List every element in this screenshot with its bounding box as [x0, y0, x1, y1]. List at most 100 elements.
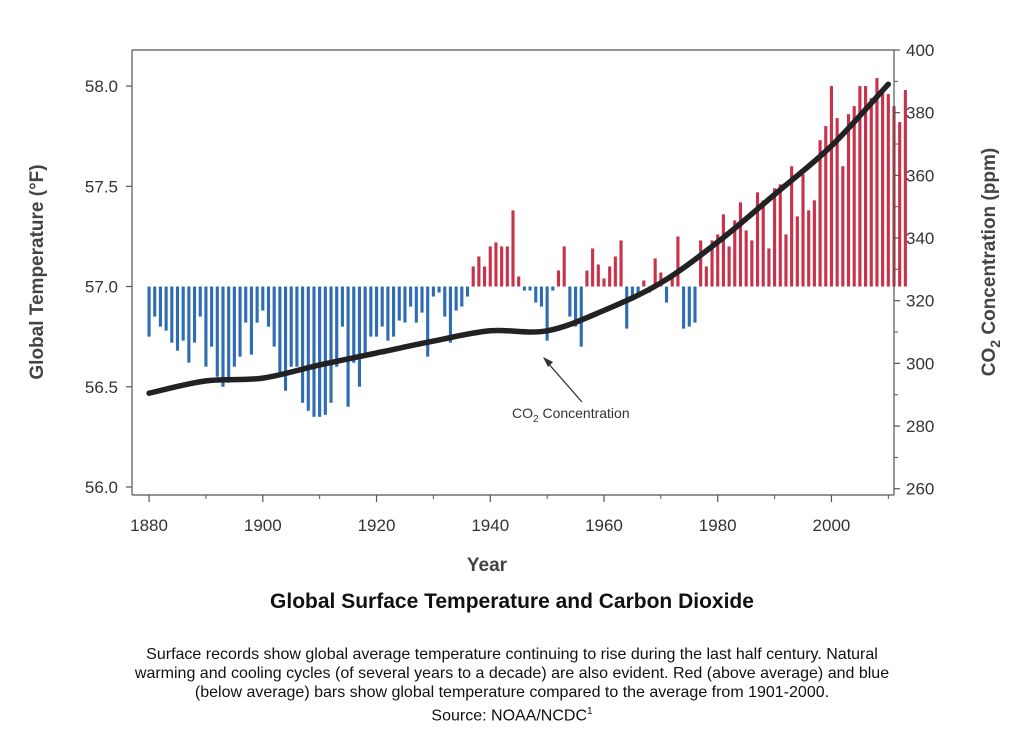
temperature-bar — [346, 286, 350, 407]
x-tick-label: 1880 — [130, 516, 168, 535]
temperature-bar — [272, 286, 276, 347]
y2-tick-label: 340 — [906, 229, 934, 248]
temperature-bar — [266, 286, 271, 327]
caption-line: warming and cooling cycles (of several y… — [134, 665, 890, 682]
temperature-bar — [323, 286, 327, 415]
x-axis-title: Year — [467, 555, 508, 576]
temperature-bar — [278, 286, 282, 377]
temperature-bar — [443, 286, 447, 317]
temperature-bar — [244, 286, 248, 323]
y2-axis-title: CO2 Concentration (ppm) — [979, 148, 1003, 376]
y2-tick-label: 400 — [906, 41, 934, 60]
temperature-bar — [807, 210, 811, 287]
axis-ticks: 1880 1900 1920 1940 1960 1980 2000 56.0 56.5 57.0… — [85, 41, 934, 535]
temperature-bar — [733, 220, 737, 287]
temperature-bar — [562, 246, 566, 287]
temperature-bar — [699, 240, 703, 287]
temperature-bar — [158, 286, 162, 327]
figure-title: Global Surface Temperature and Carbon Di… — [270, 590, 754, 613]
temperature-bar — [773, 188, 777, 287]
temperature-bar — [864, 86, 868, 287]
x-tick-label: 1960 — [585, 516, 623, 535]
temperature-bar — [312, 286, 316, 417]
temperature-bar — [147, 286, 151, 337]
temperature-bar — [664, 286, 669, 303]
temperature-bar — [437, 286, 441, 293]
temperature-bar — [852, 106, 856, 287]
temperature-bar — [522, 286, 526, 291]
temperature-bar — [801, 174, 805, 287]
temperature-bar — [716, 234, 720, 287]
y2-tick-label: 300 — [906, 354, 934, 373]
figure-caption: Surface records show global average temp… — [30, 645, 994, 725]
temperature-bar — [505, 246, 509, 287]
temperature-bar — [471, 266, 475, 287]
temperature-bar — [881, 90, 885, 287]
y2-tick-label: 360 — [906, 166, 934, 185]
x-tick-label: 2000 — [813, 516, 851, 535]
temperature-bar — [500, 246, 504, 287]
temperature-bar — [409, 286, 413, 307]
temperature-bar — [903, 90, 907, 287]
temperature-bar — [619, 240, 623, 287]
temperature-bar — [767, 248, 771, 287]
temperature-bar — [249, 286, 253, 355]
temperature-bar — [824, 126, 828, 287]
temperature-bar — [738, 202, 743, 287]
caption-line: Surface records show global average temp… — [146, 646, 878, 663]
temperature-bar — [306, 286, 310, 411]
temperature-bar — [261, 286, 265, 311]
caption-line: (below average) bars show global tempera… — [194, 684, 830, 701]
temperature-bar — [448, 286, 453, 343]
temperature-bar — [153, 286, 157, 317]
y-tick-label: 58.0 — [85, 77, 118, 96]
temperature-bar — [215, 286, 219, 377]
temperature-bar — [591, 248, 595, 287]
temperature-bar — [642, 280, 646, 287]
temperature-bar — [795, 216, 799, 287]
temperature-bar — [534, 286, 538, 303]
y2-tick-label: 320 — [906, 292, 934, 311]
temperature-bar — [585, 270, 589, 287]
temperature-bar — [210, 286, 214, 347]
temperature-bar — [829, 86, 834, 287]
x-tick-label: 1920 — [358, 516, 396, 535]
axes — [131, 49, 895, 496]
temperature-bar — [329, 286, 333, 403]
temperature-bar — [744, 230, 748, 287]
x-tick-label: 1900 — [244, 516, 282, 535]
temperature-bar — [517, 276, 521, 287]
temperature-bar — [494, 242, 498, 287]
temperature-bar — [659, 272, 663, 287]
temperature-bar — [221, 286, 225, 387]
temperature-bar — [653, 258, 657, 287]
temperature-bar — [710, 240, 714, 287]
temperature-bar — [568, 286, 572, 317]
temperature-co2-chart: 1880 1900 1920 1940 1960 1980 2000 56.0 56.5 57.0… — [27, 41, 1003, 576]
x-tick-label: 1980 — [699, 516, 737, 535]
annotation-arrowhead — [543, 357, 553, 367]
co2-concentration-line — [146, 81, 892, 396]
temperature-bar — [539, 286, 543, 307]
temperature-bar — [875, 78, 879, 287]
temperature-bar — [608, 266, 612, 287]
temperature-bar — [670, 276, 674, 287]
temperature-bar — [340, 286, 344, 327]
temperature-bar — [227, 286, 231, 383]
temperature-bar — [283, 286, 288, 391]
temperature-bar — [175, 286, 180, 351]
temperature-bar — [602, 278, 606, 287]
temperature-bar — [579, 286, 583, 347]
temperature-bar — [301, 286, 305, 403]
y-tick-label: 56.5 — [85, 378, 118, 397]
temperature-bar — [898, 122, 902, 287]
temperature-bar — [682, 286, 686, 329]
temperature-bar — [352, 286, 356, 363]
temperature-bar — [636, 286, 640, 295]
temperature-bar — [380, 286, 384, 327]
temperature-bar — [846, 114, 851, 287]
temperature-bar — [477, 256, 481, 287]
temperature-bar — [414, 286, 418, 323]
temperature-bar — [858, 86, 862, 287]
y2-tick-label: 260 — [906, 480, 934, 499]
